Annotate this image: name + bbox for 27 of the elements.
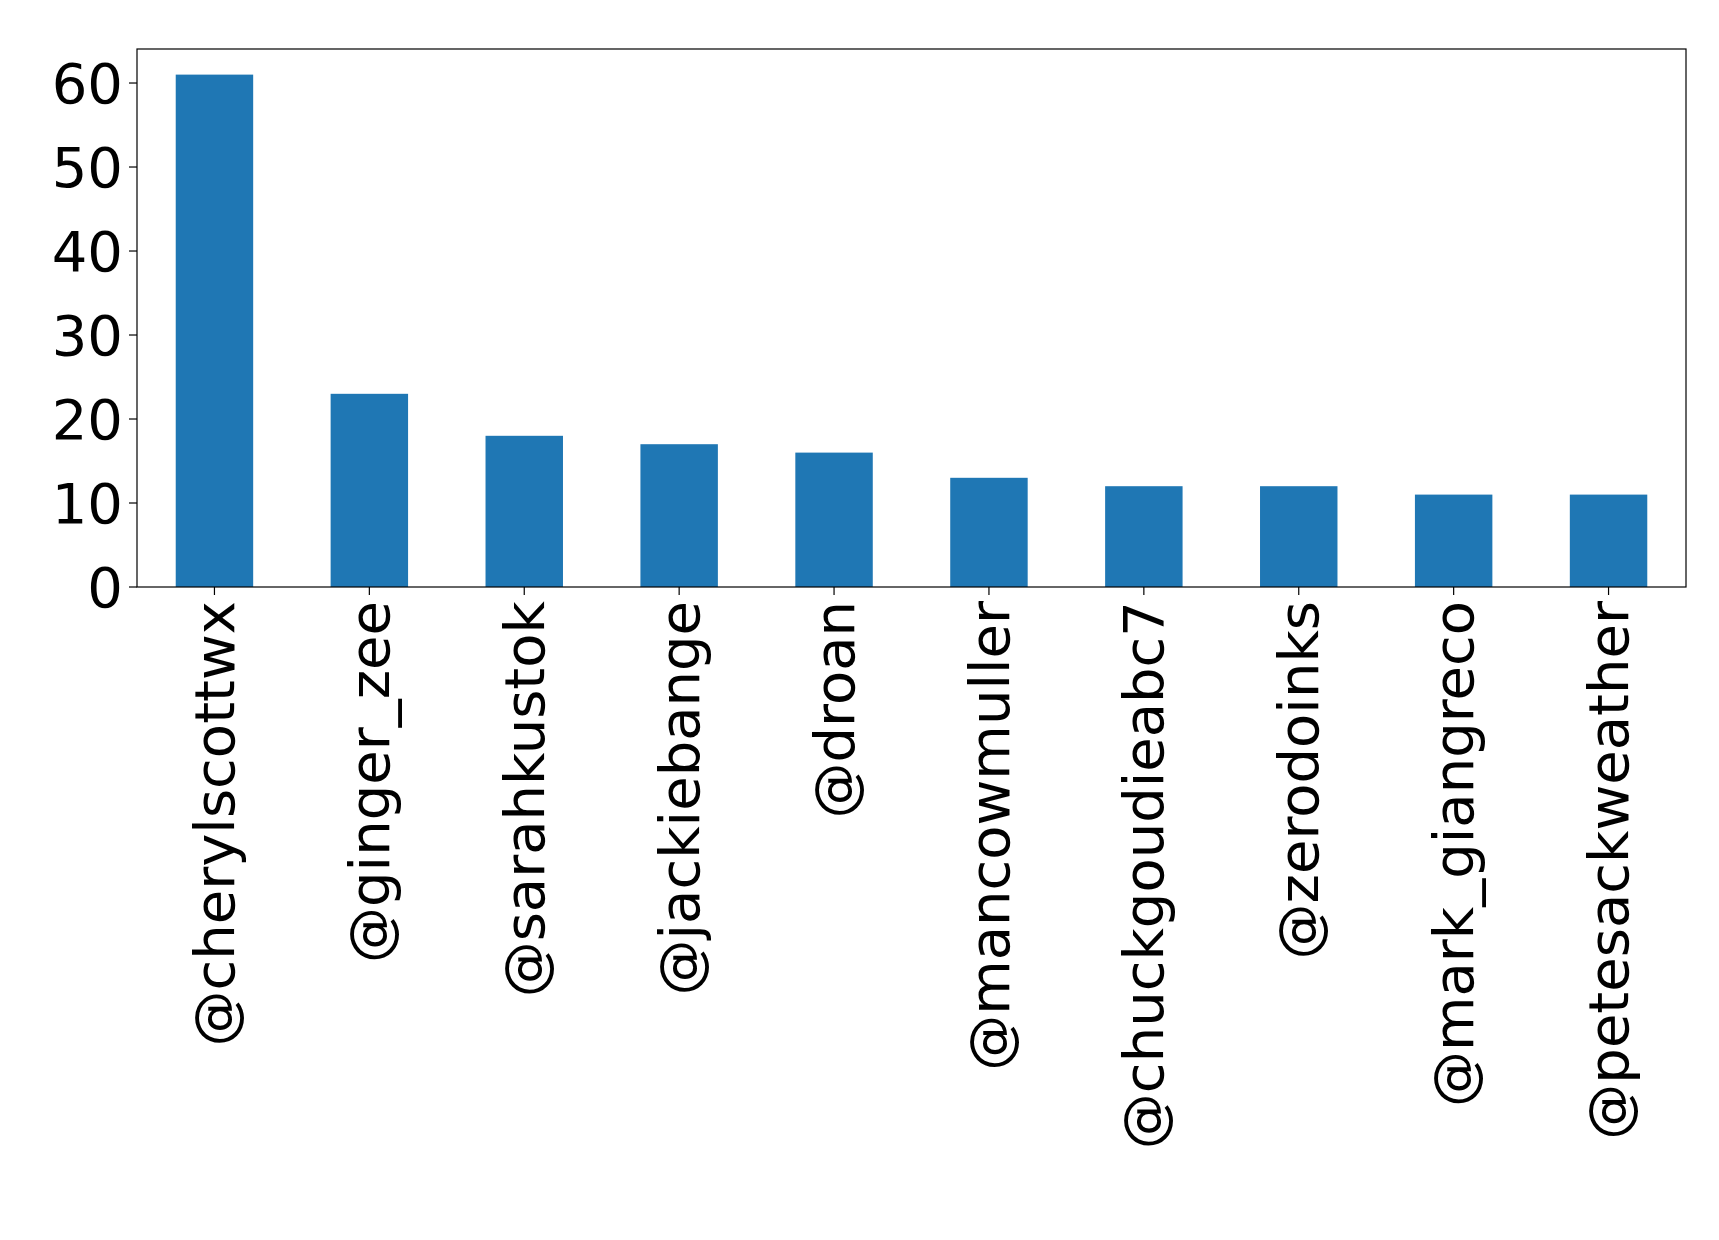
x-tick-label: @mark_giangreco — [1421, 601, 1487, 1108]
y-tick-label: 40 — [51, 218, 123, 284]
x-tick-label: @sarahkustok — [491, 600, 557, 998]
x-tick-label: @cherylscottwx — [182, 601, 248, 1047]
bar — [1105, 486, 1183, 587]
x-tick-label: @jackiebange — [646, 601, 712, 996]
y-tick-label: 20 — [51, 386, 123, 452]
y-tick-label: 0 — [87, 554, 123, 620]
bar — [1414, 494, 1493, 587]
x-tick-label: @petesackweather — [1576, 600, 1642, 1140]
bar — [795, 452, 873, 587]
bar — [1260, 486, 1338, 587]
y-tick-label: 10 — [51, 470, 123, 536]
y-tick-label: 60 — [51, 50, 123, 116]
x-tick-label: @chuckgoudieabc7 — [1111, 601, 1177, 1150]
y-tick-label: 30 — [51, 302, 123, 368]
x-tick-label: @droan — [801, 601, 867, 819]
bar — [330, 393, 409, 587]
x-tick-label: @ginger_zee — [336, 601, 402, 963]
bar — [640, 444, 718, 587]
bar — [950, 477, 1028, 587]
bar — [175, 74, 254, 587]
y-tick-label: 50 — [51, 134, 123, 200]
x-tick-label: @mancowmuller — [956, 600, 1022, 1071]
bar — [1569, 494, 1648, 587]
bar — [485, 435, 563, 587]
x-tick-label: @zerodoinks — [1266, 601, 1332, 960]
